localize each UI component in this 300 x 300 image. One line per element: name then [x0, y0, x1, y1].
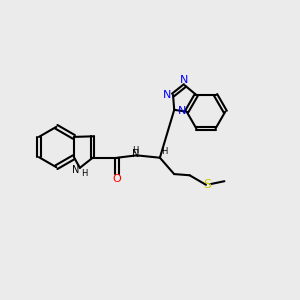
Text: H: H — [81, 169, 87, 178]
Text: H: H — [161, 147, 168, 156]
Text: N: N — [180, 75, 188, 85]
Text: O: O — [113, 174, 122, 184]
Text: N: N — [131, 149, 139, 160]
Text: H: H — [132, 146, 139, 155]
Text: N: N — [163, 90, 171, 100]
Text: S: S — [203, 178, 211, 191]
Text: N: N — [72, 165, 79, 175]
Text: N: N — [178, 106, 186, 116]
